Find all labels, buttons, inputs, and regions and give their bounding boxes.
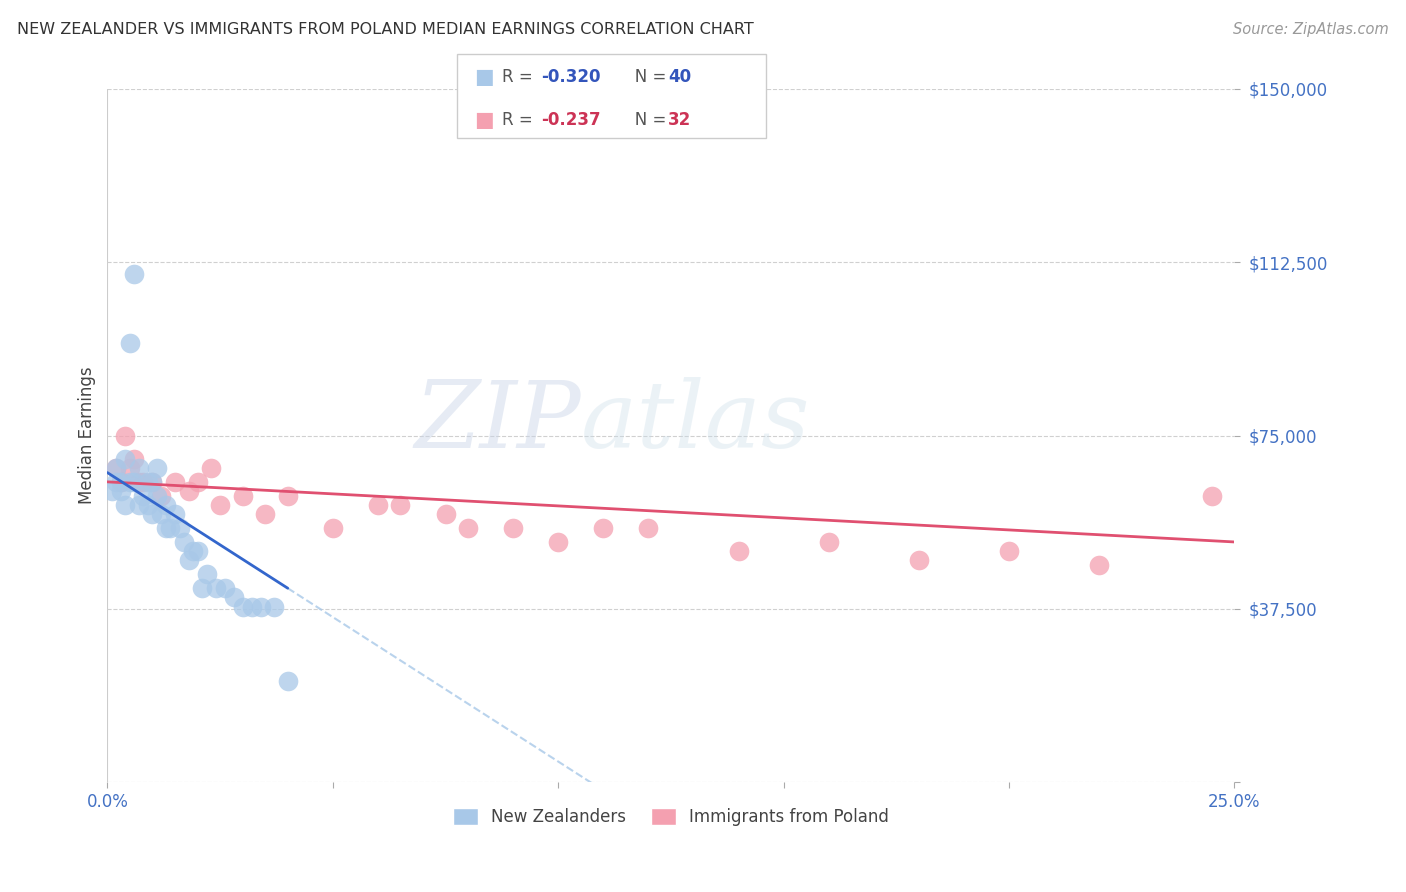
Point xyxy=(222,591,245,605)
Point xyxy=(118,461,141,475)
Point xyxy=(277,489,299,503)
Text: R =: R = xyxy=(502,69,538,87)
Point xyxy=(434,507,457,521)
Point xyxy=(908,553,931,567)
Point xyxy=(128,475,150,489)
Point xyxy=(155,498,177,512)
Text: Source: ZipAtlas.com: Source: ZipAtlas.com xyxy=(1233,22,1389,37)
Point xyxy=(1088,558,1111,572)
Point xyxy=(322,521,344,535)
Point xyxy=(592,521,614,535)
Point xyxy=(817,535,839,549)
Text: atlas: atlas xyxy=(581,376,810,467)
Point xyxy=(124,267,146,281)
Point xyxy=(128,498,150,512)
Point xyxy=(146,461,169,475)
Point xyxy=(249,599,271,614)
Point xyxy=(118,475,141,489)
Point xyxy=(457,521,479,535)
Point xyxy=(118,336,141,351)
Point xyxy=(254,507,277,521)
Point xyxy=(169,521,191,535)
Point xyxy=(114,451,136,466)
Point xyxy=(132,475,155,489)
Point xyxy=(110,475,132,489)
Text: 32: 32 xyxy=(668,111,692,128)
Point xyxy=(181,544,204,558)
Point xyxy=(105,461,128,475)
Point xyxy=(124,451,146,466)
Point xyxy=(502,521,524,535)
Point xyxy=(136,498,159,512)
Point xyxy=(214,581,236,595)
Point xyxy=(191,581,214,595)
Y-axis label: Median Earnings: Median Earnings xyxy=(79,367,96,505)
Point xyxy=(110,484,132,499)
Point xyxy=(114,498,136,512)
Point xyxy=(263,599,285,614)
Text: ■: ■ xyxy=(474,110,494,129)
Point xyxy=(367,498,389,512)
Point xyxy=(232,489,254,503)
Text: N =: N = xyxy=(619,69,671,87)
Text: ■: ■ xyxy=(474,67,494,87)
Point xyxy=(637,521,659,535)
Point xyxy=(232,599,254,614)
Point xyxy=(159,521,181,535)
Point xyxy=(727,544,749,558)
Point xyxy=(150,507,173,521)
Point xyxy=(132,489,155,503)
Text: NEW ZEALANDER VS IMMIGRANTS FROM POLAND MEDIAN EARNINGS CORRELATION CHART: NEW ZEALANDER VS IMMIGRANTS FROM POLAND … xyxy=(17,22,754,37)
Text: -0.320: -0.320 xyxy=(541,69,600,87)
Point xyxy=(105,461,128,475)
Point xyxy=(141,475,163,489)
Point xyxy=(124,475,146,489)
Point xyxy=(389,498,412,512)
Point xyxy=(240,599,263,614)
Text: -0.237: -0.237 xyxy=(541,111,600,128)
Point xyxy=(204,581,226,595)
Point xyxy=(277,673,299,688)
Point xyxy=(163,475,186,489)
Text: R =: R = xyxy=(502,111,538,128)
Text: 40: 40 xyxy=(668,69,690,87)
Point xyxy=(141,475,163,489)
Point xyxy=(101,484,124,499)
Point xyxy=(173,535,195,549)
Point xyxy=(209,498,232,512)
Point xyxy=(187,475,209,489)
Point xyxy=(105,475,128,489)
Point xyxy=(155,521,177,535)
Point xyxy=(110,475,132,489)
Point xyxy=(187,544,209,558)
Point xyxy=(200,461,222,475)
Point xyxy=(195,567,218,582)
Point xyxy=(141,507,163,521)
Point xyxy=(163,507,186,521)
Point xyxy=(128,461,150,475)
Text: ZIP: ZIP xyxy=(415,376,581,467)
Point xyxy=(998,544,1021,558)
Legend: New Zealanders, Immigrants from Poland: New Zealanders, Immigrants from Poland xyxy=(446,802,896,833)
Point xyxy=(547,535,569,549)
Point xyxy=(177,553,200,567)
Point xyxy=(146,489,169,503)
Point xyxy=(114,428,136,442)
Point xyxy=(136,475,159,489)
Point xyxy=(150,489,173,503)
Text: N =: N = xyxy=(619,111,671,128)
Point xyxy=(177,484,200,499)
Point xyxy=(1201,489,1223,503)
